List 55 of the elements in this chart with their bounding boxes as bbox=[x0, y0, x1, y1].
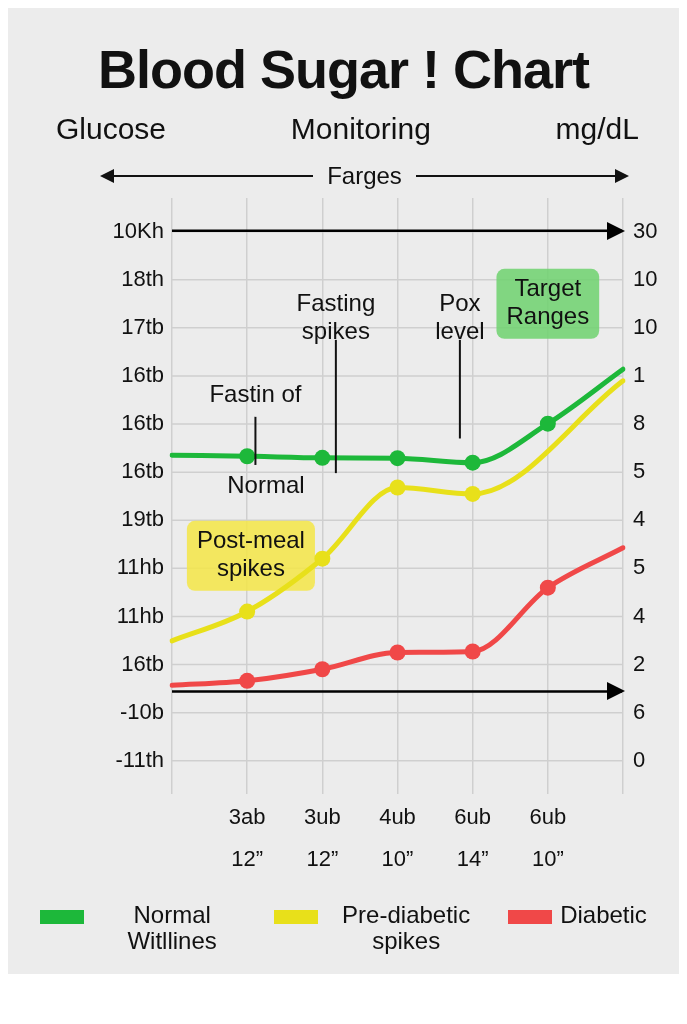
text: 2 bbox=[633, 650, 646, 676]
annotation: Post-meal spikes bbox=[196, 526, 305, 582]
text: 10Kh bbox=[112, 217, 164, 243]
x-tick-label: 6ub 14” bbox=[454, 804, 492, 872]
text: Fasting spikes bbox=[296, 288, 376, 344]
text: Glucose Monitoring mg/dL bbox=[56, 112, 639, 145]
point bbox=[464, 485, 481, 502]
point bbox=[464, 454, 481, 471]
text: -11th bbox=[115, 746, 164, 772]
point bbox=[464, 643, 481, 660]
text: 16tb bbox=[121, 650, 164, 676]
text: 11hb bbox=[116, 554, 164, 580]
point bbox=[239, 448, 256, 465]
text: 5 bbox=[633, 554, 646, 580]
text: Target Ranges bbox=[506, 274, 590, 330]
text: 16tb bbox=[121, 362, 164, 388]
point bbox=[389, 479, 406, 496]
text: 6 bbox=[633, 698, 646, 724]
text: 16tb bbox=[121, 458, 164, 484]
x-tick-label: 6ub 10” bbox=[529, 804, 567, 872]
annotation: Fastin of bbox=[209, 379, 302, 407]
text: -10b bbox=[119, 698, 164, 724]
text: 16tb bbox=[121, 410, 164, 436]
text: 30 bbox=[633, 217, 658, 243]
text: 18th bbox=[121, 265, 164, 291]
text: 8 bbox=[633, 410, 646, 436]
point bbox=[239, 672, 256, 689]
text: Farges bbox=[327, 162, 402, 190]
text: 5 bbox=[633, 458, 646, 484]
text: 10 bbox=[633, 313, 658, 339]
point bbox=[389, 644, 406, 661]
legend-label: Diabetic bbox=[560, 901, 647, 928]
text: 4 bbox=[633, 506, 646, 532]
text: 1 bbox=[633, 362, 646, 388]
point bbox=[239, 603, 256, 620]
legend-label: Normal Witllines bbox=[126, 901, 218, 954]
point bbox=[539, 579, 556, 596]
point bbox=[314, 550, 331, 567]
point bbox=[314, 449, 331, 466]
x-tick-label: 4ub 10” bbox=[379, 804, 416, 872]
point bbox=[314, 661, 331, 678]
chart-title: Blood Sugar ! Chart bbox=[97, 38, 591, 100]
text: 17tb bbox=[121, 313, 164, 339]
annotation: Normal bbox=[227, 471, 305, 499]
x-tick-label: 3ub 12” bbox=[303, 804, 341, 872]
point bbox=[389, 450, 406, 467]
text: 4 bbox=[633, 602, 646, 628]
text: Pox level bbox=[435, 288, 485, 344]
text: 11hb bbox=[116, 602, 164, 628]
x-tick-label: 3ab 12” bbox=[228, 804, 266, 872]
text: 10 bbox=[633, 265, 658, 291]
text: 0 bbox=[633, 746, 646, 772]
legend-label: Pre-diabetic spikes bbox=[341, 901, 472, 954]
text: 19tb bbox=[121, 506, 164, 532]
point bbox=[539, 415, 556, 432]
